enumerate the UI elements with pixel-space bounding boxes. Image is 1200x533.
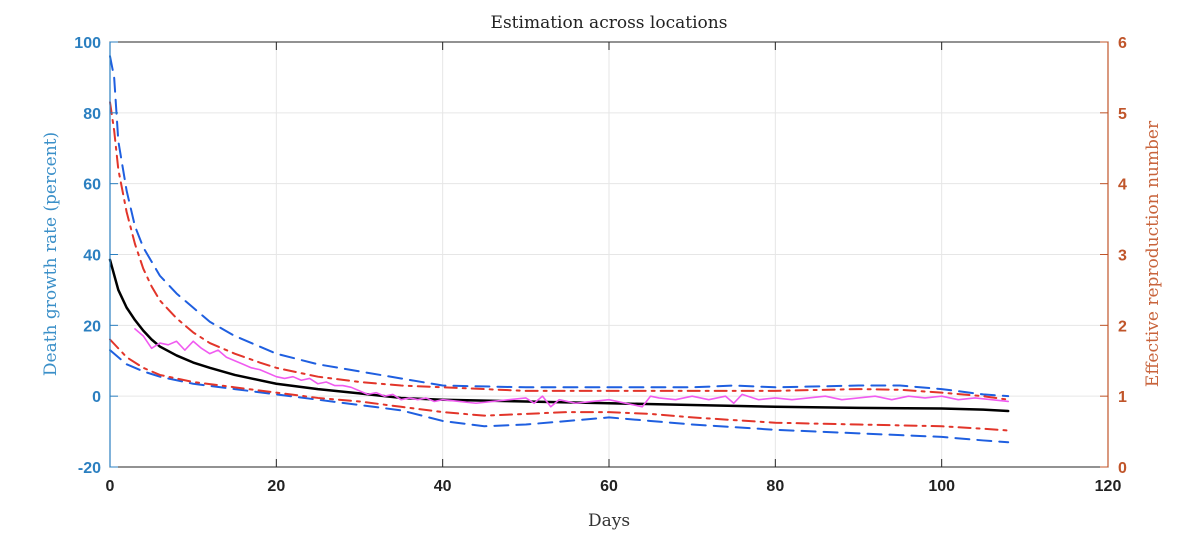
x-tick-label-6: 120: [1095, 478, 1122, 495]
y-left-tick-label-2: 20: [83, 318, 101, 335]
x-tick-label-4: 80: [766, 478, 784, 495]
y-right-tick-label-4: 4: [1118, 177, 1127, 194]
y-right-tick-label-6: 6: [1118, 35, 1127, 52]
series-line-1: [109, 55, 1010, 398]
y-left-tick-label-6: 100: [74, 35, 101, 52]
y-right-tick-label-3: 3: [1118, 248, 1127, 265]
series-line-4: [109, 338, 1010, 432]
y-right-tick-label-1: 1: [1118, 389, 1127, 406]
x-axis-label: Days: [588, 511, 630, 531]
grid: [110, 42, 1108, 467]
series-line-2: [109, 349, 1010, 444]
y-left-tick-label-1: 0: [92, 389, 101, 406]
x-tick-label-5: 100: [928, 478, 955, 495]
x-tick-label-2: 40: [434, 478, 452, 495]
tick-layer: 0 20 40 60 80 100 120 -20 0 20 40 60 80 100 0 1 2 3 4 5 6: [74, 35, 1127, 495]
series-line-5: [134, 328, 1010, 408]
y-axis-left-label: Death growth rate (percent): [41, 132, 61, 376]
y-left-tick-label-3: 40: [83, 248, 101, 265]
y-left-tick-label-4: 60: [83, 177, 101, 194]
y-right-tick-label-2: 2: [1118, 318, 1127, 335]
x-tick-label-1: 20: [267, 478, 285, 495]
chart-title: Estimation across locations: [491, 13, 728, 33]
series-layer: [108, 55, 1010, 444]
x-tick-label-3: 60: [600, 478, 618, 495]
series-line-0: [108, 258, 1010, 413]
y-left-tick-label-0: -20: [78, 460, 101, 477]
series-line-3: [109, 101, 1010, 401]
y-left-tick-label-5: 80: [83, 106, 101, 123]
y-right-tick-label-5: 5: [1118, 106, 1127, 123]
x-tick-label-0: 0: [106, 478, 115, 495]
y-right-tick-label-0: 0: [1118, 460, 1127, 477]
y-axis-right-label: Effective reproduction number: [1143, 120, 1163, 387]
